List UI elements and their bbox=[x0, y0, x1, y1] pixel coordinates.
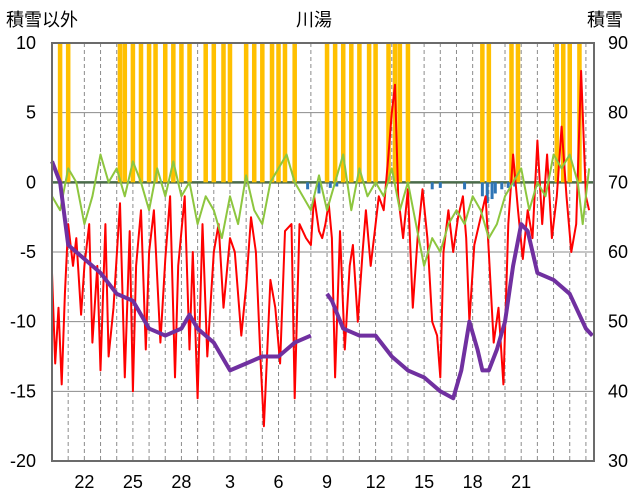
precip-bar-yellow bbox=[146, 43, 152, 183]
x-tick-label: 6 bbox=[273, 472, 283, 492]
left-tick-label: -10 bbox=[10, 312, 36, 332]
left-axis-label: 積雪以外 bbox=[6, 10, 78, 30]
right-tick-label: 80 bbox=[608, 103, 628, 123]
precip-bar-yellow bbox=[211, 43, 217, 183]
left-tick-label: -5 bbox=[20, 242, 36, 262]
x-tick-label: 21 bbox=[511, 472, 531, 492]
series-line-1 bbox=[51, 69, 591, 428]
precip-bar-yellow bbox=[276, 43, 281, 183]
precip-bar-yellow bbox=[357, 43, 362, 183]
right-tick-label: 30 bbox=[608, 451, 628, 471]
precip-bar-blue bbox=[328, 182, 332, 188]
x-tick-label: 25 bbox=[123, 472, 143, 492]
precip-bar-blue bbox=[463, 182, 467, 190]
precip-bar-yellow bbox=[117, 43, 123, 183]
precip-bar-yellow bbox=[486, 43, 492, 183]
x-tick-label: 22 bbox=[74, 472, 94, 492]
precip-bar-yellow bbox=[560, 43, 566, 183]
x-tick-label: 9 bbox=[322, 472, 332, 492]
precip-bar-blue bbox=[493, 182, 497, 194]
precip-bar-blue bbox=[335, 182, 339, 187]
precip-bar-yellow bbox=[567, 43, 572, 183]
x-tick-label: 15 bbox=[414, 472, 434, 492]
precip-bar-blue bbox=[485, 182, 489, 204]
precip-bar-yellow bbox=[251, 43, 257, 183]
precip-bar-yellow bbox=[130, 43, 136, 183]
left-tick-label: 10 bbox=[16, 33, 36, 53]
precip-bar-yellow bbox=[282, 43, 288, 183]
precip-bar-yellow bbox=[162, 43, 168, 183]
right-tick-label: 90 bbox=[608, 33, 628, 53]
precip-bar-yellow bbox=[138, 43, 144, 183]
x-tick-label: 18 bbox=[463, 472, 483, 492]
precip-bar-yellow bbox=[203, 43, 208, 183]
precip-bar-yellow bbox=[554, 43, 560, 183]
left-tick-label: 5 bbox=[26, 103, 36, 123]
right-tick-label: 60 bbox=[608, 242, 628, 262]
precip-bar-yellow bbox=[509, 43, 514, 183]
plot-area bbox=[51, 42, 595, 462]
precip-bar-yellow bbox=[397, 43, 403, 183]
precip-bar-blue bbox=[490, 182, 494, 200]
right-tick-label: 50 bbox=[608, 312, 628, 332]
precip-bar-yellow bbox=[292, 43, 297, 183]
precip-bar-yellow bbox=[405, 43, 411, 183]
precip-bar-yellow bbox=[65, 43, 71, 183]
right-axis-label: 積雪 bbox=[587, 10, 623, 30]
precip-bar-yellow bbox=[243, 43, 249, 183]
precip-bar-blue bbox=[438, 182, 442, 188]
precip-bar-yellow bbox=[179, 43, 184, 183]
precip-bar-blue bbox=[306, 182, 310, 190]
x-tick-label: 12 bbox=[366, 472, 386, 492]
precip-bar-yellow bbox=[269, 43, 275, 183]
precip-bar-yellow bbox=[221, 43, 226, 183]
precip-bar-yellow bbox=[57, 43, 63, 183]
precip-bar-yellow bbox=[373, 43, 378, 183]
precip-bar-yellow bbox=[260, 43, 265, 183]
precip-bar-yellow bbox=[153, 43, 158, 183]
left-tick-label: -15 bbox=[10, 381, 36, 401]
precip-bar-yellow bbox=[480, 43, 485, 183]
precip-bar-yellow bbox=[340, 43, 346, 183]
precip-bar-yellow bbox=[324, 43, 330, 183]
left-tick-label: -20 bbox=[10, 451, 36, 471]
precip-bar-blue bbox=[430, 182, 434, 190]
series-line-2 bbox=[51, 153, 591, 267]
precip-bar-blue bbox=[480, 182, 484, 197]
precip-bar-yellow bbox=[349, 43, 354, 183]
chart-title: 川湯 bbox=[296, 10, 332, 30]
precip-bar-yellow bbox=[386, 43, 391, 183]
series-lines bbox=[50, 69, 594, 428]
precip-bar-blue bbox=[506, 182, 510, 188]
precip-bar-yellow bbox=[122, 43, 128, 183]
right-tick-label: 40 bbox=[608, 381, 628, 401]
precip-bar-blue bbox=[317, 182, 321, 194]
precip-bar-blue bbox=[513, 182, 517, 187]
precip-bar-blue bbox=[500, 182, 504, 190]
precip-bar-yellow bbox=[332, 43, 338, 183]
right-tick-label: 70 bbox=[608, 172, 628, 192]
precip-bar-yellow bbox=[187, 43, 192, 183]
precip-bar-yellow bbox=[171, 43, 176, 183]
precip-bar-yellow bbox=[366, 43, 372, 183]
left-tick-label: 0 bbox=[26, 172, 36, 192]
x-tick-label: 28 bbox=[171, 472, 191, 492]
precip-bar-yellow bbox=[515, 43, 521, 183]
series-line-3 bbox=[50, 160, 594, 401]
x-tick-label: 3 bbox=[225, 472, 235, 492]
precip-bar-yellow bbox=[227, 43, 233, 183]
